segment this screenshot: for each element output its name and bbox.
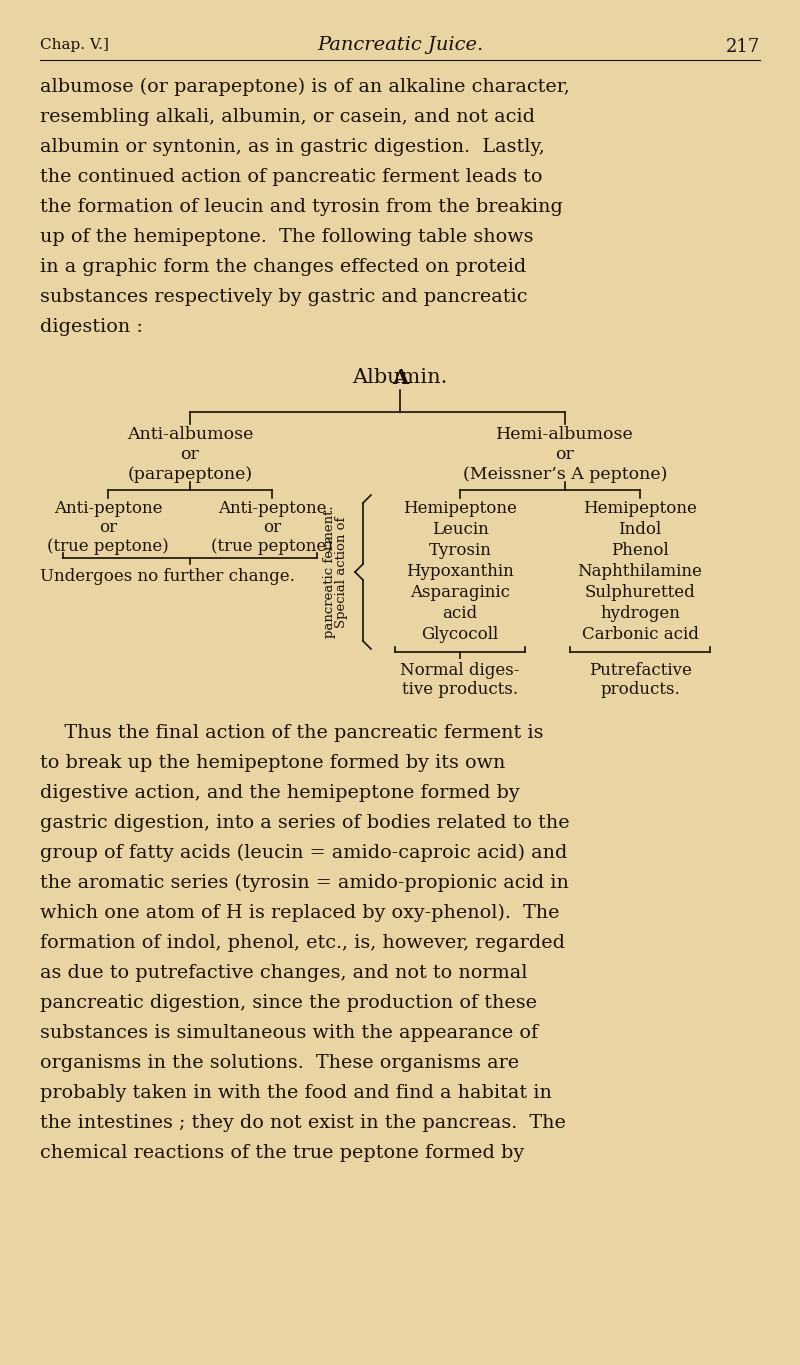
Text: pancreatic digestion, since the production of these: pancreatic digestion, since the producti… bbox=[40, 994, 537, 1011]
Text: formation of indol, phenol, etc., is, however, regarded: formation of indol, phenol, etc., is, ho… bbox=[40, 934, 565, 951]
Text: acid: acid bbox=[442, 605, 478, 622]
Text: to break up the hemipeptone formed by its own: to break up the hemipeptone formed by it… bbox=[40, 753, 506, 773]
Text: albumose (or parapeptone) is of an alkaline character,: albumose (or parapeptone) is of an alkal… bbox=[40, 78, 570, 97]
Text: Normal diges-: Normal diges- bbox=[400, 662, 520, 678]
Text: which one atom of H is replaced by oxy-phenol).  The: which one atom of H is replaced by oxy-p… bbox=[40, 904, 559, 923]
Text: or: or bbox=[181, 446, 199, 463]
Text: Chap. V.]: Chap. V.] bbox=[40, 38, 109, 52]
Text: pancreatic ferment.: pancreatic ferment. bbox=[322, 505, 335, 639]
Text: (true peptone): (true peptone) bbox=[211, 538, 333, 556]
Text: gastric digestion, into a series of bodies related to the: gastric digestion, into a series of bodi… bbox=[40, 814, 570, 833]
Text: Anti-peptone: Anti-peptone bbox=[218, 500, 326, 517]
Text: in a graphic form the changes effected on proteid: in a graphic form the changes effected o… bbox=[40, 258, 526, 276]
Text: chemical reactions of the true peptone formed by: chemical reactions of the true peptone f… bbox=[40, 1144, 524, 1162]
Text: Leucin: Leucin bbox=[432, 521, 488, 538]
Text: Special action of: Special action of bbox=[334, 516, 347, 628]
Text: the formation of leucin and tyrosin from the breaking: the formation of leucin and tyrosin from… bbox=[40, 198, 563, 216]
Text: Glycocoll: Glycocoll bbox=[422, 627, 498, 643]
Text: as due to putrefactive changes, and not to normal: as due to putrefactive changes, and not … bbox=[40, 964, 527, 981]
Text: resembling alkali, albumin, or casein, and not acid: resembling alkali, albumin, or casein, a… bbox=[40, 108, 535, 126]
Text: up of the hemipeptone.  The following table shows: up of the hemipeptone. The following tab… bbox=[40, 228, 534, 246]
Text: Asparaginic: Asparaginic bbox=[410, 584, 510, 601]
Text: Naphthilamine: Naphthilamine bbox=[578, 562, 702, 580]
Text: Anti-peptone: Anti-peptone bbox=[54, 500, 162, 517]
Text: digestive action, and the hemipeptone formed by: digestive action, and the hemipeptone fo… bbox=[40, 784, 520, 803]
Text: products.: products. bbox=[600, 681, 680, 698]
Text: Phenol: Phenol bbox=[611, 542, 669, 560]
Text: the intestines ; they do not exist in the pancreas.  The: the intestines ; they do not exist in th… bbox=[40, 1114, 566, 1132]
Text: Sulphuretted: Sulphuretted bbox=[585, 584, 695, 601]
Text: (Meissner’s Α peptone): (Meissner’s Α peptone) bbox=[463, 465, 667, 483]
Text: the continued action of pancreatic ferment leads to: the continued action of pancreatic ferme… bbox=[40, 168, 542, 186]
Text: substances is simultaneous with the appearance of: substances is simultaneous with the appe… bbox=[40, 1024, 538, 1041]
Text: 217: 217 bbox=[726, 38, 760, 56]
Text: Undergoes no further change.: Undergoes no further change. bbox=[40, 568, 295, 586]
Text: (true peptone): (true peptone) bbox=[47, 538, 169, 556]
Text: Indol: Indol bbox=[618, 521, 662, 538]
Text: group of fatty acids (leucin = amido-caproic acid) and: group of fatty acids (leucin = amido-cap… bbox=[40, 844, 567, 863]
Text: or: or bbox=[99, 519, 117, 536]
Text: hydrogen: hydrogen bbox=[600, 605, 680, 622]
Text: the aromatic series (tyrosin = amido-propionic acid in: the aromatic series (tyrosin = amido-pro… bbox=[40, 874, 569, 893]
Text: albumin or syntonin, as in gastric digestion.  Lastly,: albumin or syntonin, as in gastric diges… bbox=[40, 138, 545, 156]
Text: or: or bbox=[555, 446, 574, 463]
Text: digestion :: digestion : bbox=[40, 318, 143, 336]
Text: Pancreatic Juice.: Pancreatic Juice. bbox=[317, 35, 483, 55]
Text: (parapeptone): (parapeptone) bbox=[127, 465, 253, 483]
Text: tive products.: tive products. bbox=[402, 681, 518, 698]
Text: probably taken in with the food and find a habitat in: probably taken in with the food and find… bbox=[40, 1084, 552, 1102]
Text: substances respectively by gastric and pancreatic: substances respectively by gastric and p… bbox=[40, 288, 527, 306]
Text: Thus the final action of the pancreatic ferment is: Thus the final action of the pancreatic … bbox=[40, 723, 543, 743]
Text: Putrefactive: Putrefactive bbox=[589, 662, 691, 678]
Text: Albumin.: Albumin. bbox=[352, 369, 448, 388]
Text: Hemipeptone: Hemipeptone bbox=[583, 500, 697, 517]
Text: Hypoxanthin: Hypoxanthin bbox=[406, 562, 514, 580]
Text: organisms in the solutions.  These organisms are: organisms in the solutions. These organi… bbox=[40, 1054, 519, 1072]
Text: Tyrosin: Tyrosin bbox=[429, 542, 491, 560]
Text: Carbonic acid: Carbonic acid bbox=[582, 627, 698, 643]
Text: Hemipeptone: Hemipeptone bbox=[403, 500, 517, 517]
Text: or: or bbox=[263, 519, 281, 536]
Text: Anti-albumose: Anti-albumose bbox=[127, 426, 253, 444]
Text: A: A bbox=[392, 369, 408, 388]
Text: Hemi-albumose: Hemi-albumose bbox=[496, 426, 634, 444]
